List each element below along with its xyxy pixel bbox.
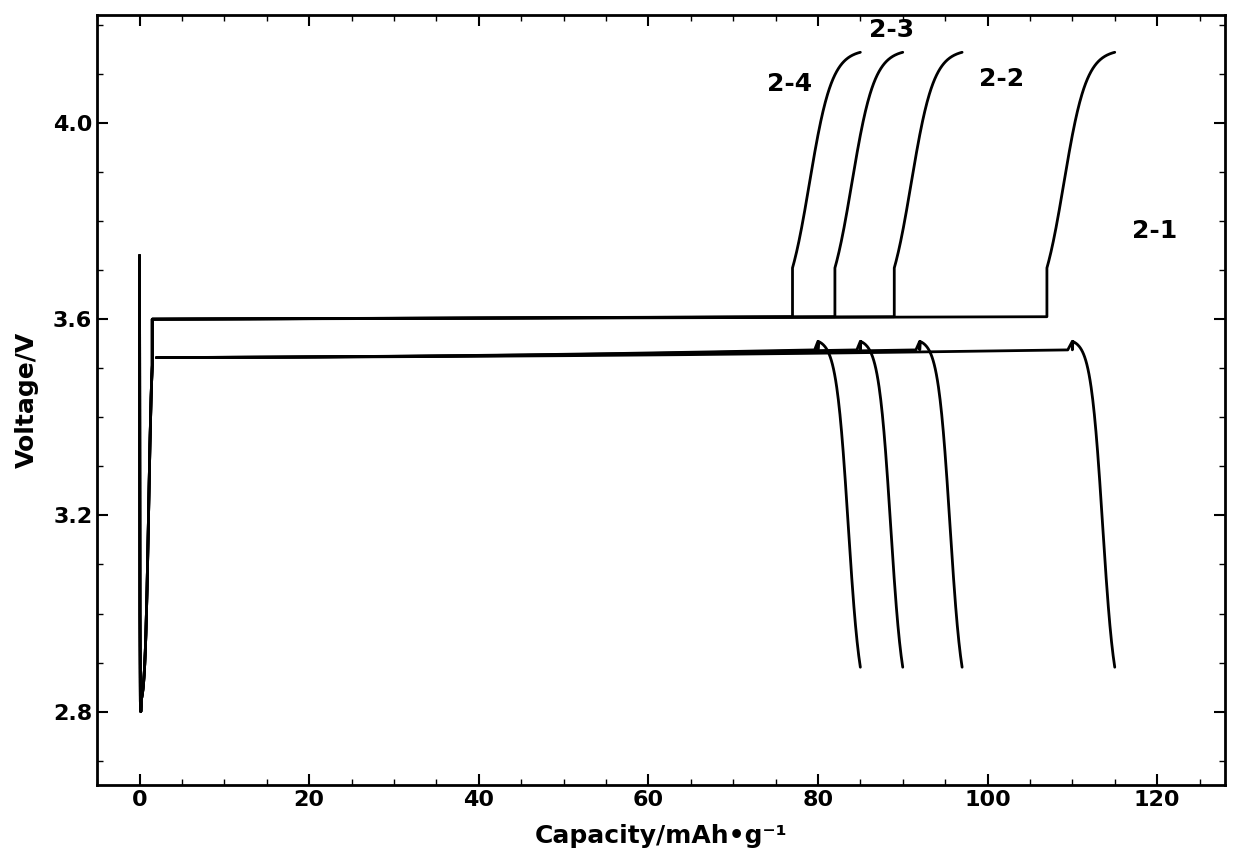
Text: 2-4: 2-4 bbox=[768, 72, 812, 96]
Text: 2-2: 2-2 bbox=[980, 66, 1024, 91]
Text: 2-1: 2-1 bbox=[1132, 219, 1177, 243]
Text: 2-3: 2-3 bbox=[869, 18, 914, 41]
Y-axis label: Voltage/V: Voltage/V bbox=[15, 332, 38, 469]
X-axis label: Capacity/mAh•g⁻¹: Capacity/mAh•g⁻¹ bbox=[534, 824, 787, 848]
